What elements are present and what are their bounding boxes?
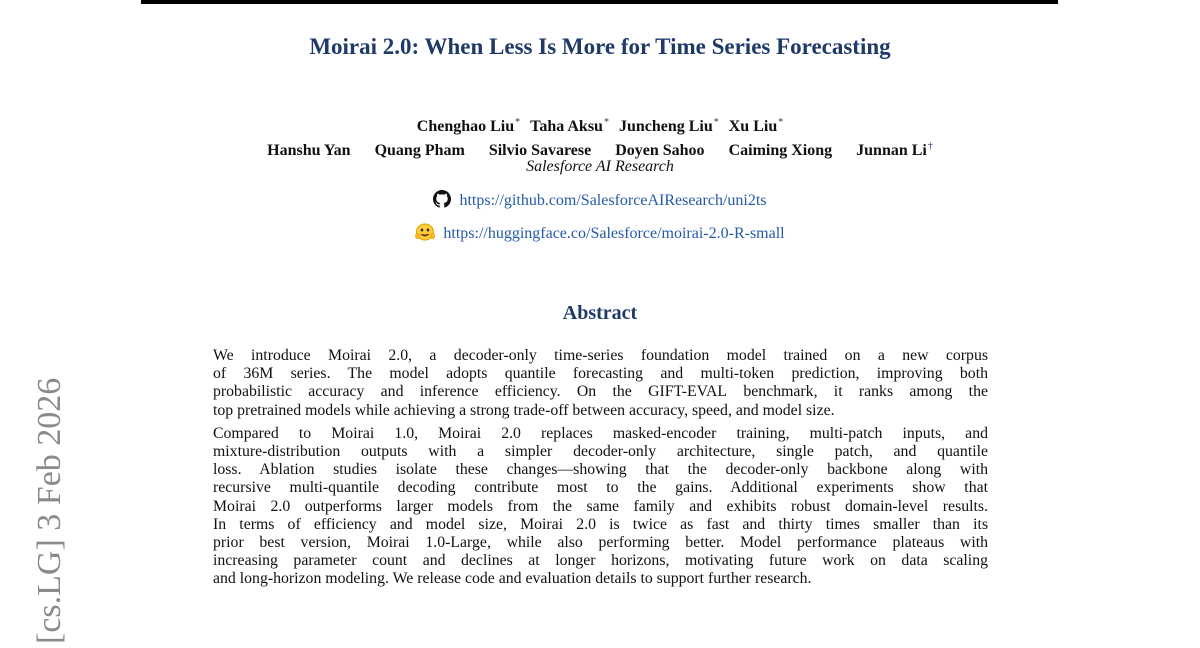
abstract-line: loss. Ablation studies isolate these cha…: [213, 461, 988, 479]
author-name: Xu Liu*: [728, 117, 784, 135]
github-link[interactable]: https://github.com/SalesforceAIResearch/…: [459, 192, 767, 209]
huggingface-link-row: https://huggingface.co/Salesforce/moirai…: [0, 223, 1200, 248]
abstract-body: We introduce Moirai 2.0, a decoder-only …: [213, 347, 988, 594]
github-icon: [433, 190, 452, 215]
abstract-line: We introduce Moirai 2.0, a decoder-only …: [213, 347, 988, 364]
author-name: Chenghao Liu*: [416, 117, 521, 135]
author-name: Silvio Savarese: [488, 142, 592, 159]
abstract-line: prior best version, Moirai 1.0-Large, wh…: [213, 534, 988, 552]
author-name: Quang Pham: [374, 142, 465, 159]
abstract-line: of 36M series. The model adopts quantile…: [213, 365, 988, 383]
huggingface-link[interactable]: https://huggingface.co/Salesforce/moirai…: [443, 225, 785, 242]
huggingface-icon: [415, 223, 436, 248]
abstract-paragraph: We introduce Moirai 2.0, a decoder-only …: [213, 347, 988, 420]
author-name: Taha Aksu*: [530, 117, 609, 135]
author-name: Juncheng Liu*: [618, 117, 719, 135]
abstract-line: Moirai 2.0 outperforms larger models fro…: [213, 497, 988, 515]
author-name: Doyen Sahoo: [615, 142, 705, 159]
abstract-line: increasing parameter count and declines …: [213, 552, 988, 570]
abstract-line: In terms of efficiency and model size, M…: [213, 515, 988, 533]
author-name: Caiming Xiong: [728, 142, 833, 159]
abstract-line: Compared to Moirai 1.0, Moirai 2.0 repla…: [213, 424, 988, 442]
abstract-line: top pretrained models while achieving a …: [213, 401, 835, 419]
abstract-paragraph: Compared to Moirai 1.0, Moirai 2.0 repla…: [213, 425, 988, 589]
author-list-row2: Hanshu Yan Quang Pham Silvio Savarese Do…: [0, 137, 1200, 161]
author-name: Junnan Li†: [856, 141, 933, 159]
arxiv-stamp: [cs.LG] 3 Feb 2026: [31, 377, 68, 644]
abstract-heading: Abstract: [562, 302, 638, 324]
abstract-line: probabilistic accuracy and inference eff…: [213, 383, 988, 401]
affiliation: Salesforce AI Research: [526, 158, 674, 175]
abstract-line: and long-horizon modeling. We release co…: [213, 570, 812, 588]
top-rule: [141, 0, 1058, 4]
author-list-row1: Chenghao Liu* Taha Aksu* Juncheng Liu* X…: [0, 113, 1200, 137]
author-name: Hanshu Yan: [267, 142, 351, 159]
abstract-line: recursive multi-quantile decoding contri…: [213, 479, 988, 497]
github-link-row: https://github.com/SalesforceAIResearch/…: [0, 190, 1200, 215]
abstract-line: mixture-distribution outputs with a simp…: [213, 443, 988, 461]
benchmark-name: GIFT-EVAL: [648, 383, 728, 401]
paper-title: Moirai 2.0: When Less Is More for Time S…: [309, 34, 891, 59]
